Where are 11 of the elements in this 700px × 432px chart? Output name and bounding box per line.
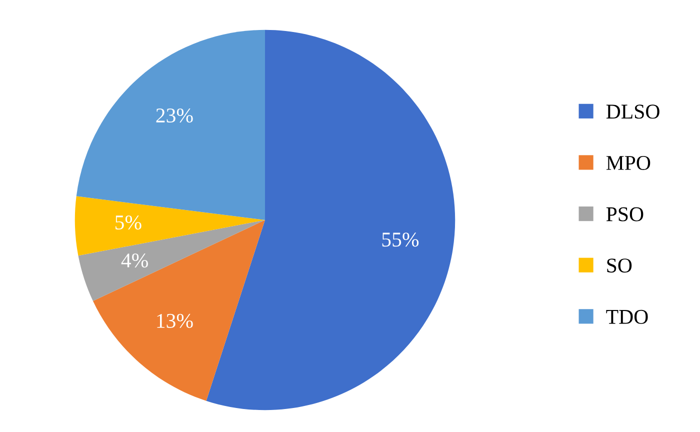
data-label: 23%: [156, 108, 193, 123]
data-label: 55%: [382, 232, 419, 247]
legend-label: PSO: [606, 207, 644, 222]
legend-label: TDO: [606, 310, 648, 324]
data-label: 5%: [116, 215, 142, 230]
legend-label: DLSO: [606, 104, 660, 119]
pie-slice: [206, 30, 456, 410]
data-label: 13%: [157, 314, 193, 328]
legend-label: SO: [607, 258, 632, 273]
data-label: 4%: [121, 253, 148, 268]
legend-label: MPO: [606, 156, 650, 170]
